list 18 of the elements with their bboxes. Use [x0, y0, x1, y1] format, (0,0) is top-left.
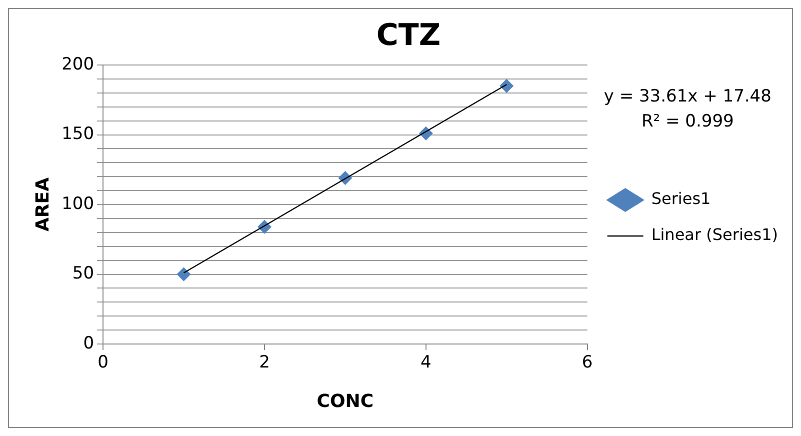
x-tick-label: 6	[582, 352, 593, 373]
x-tick-label: 4	[420, 352, 432, 373]
y-tick-label: 0	[83, 333, 94, 354]
x-tick-label: 2	[259, 352, 270, 373]
x-axis-title: CONC	[316, 390, 374, 412]
x-tick-label: 0	[98, 352, 108, 373]
y-tick-label: 100	[62, 194, 94, 214]
text: y = 33.61x + 17.48	[604, 86, 772, 106]
point	[176, 267, 191, 282]
y-tick-label: 50	[72, 264, 94, 284]
y-axis-title: AREA	[32, 177, 54, 232]
chart-title: CTZ	[376, 18, 441, 53]
legend-label: Series1	[651, 189, 711, 208]
point	[500, 78, 514, 93]
legend-label: Linear (Series1)	[651, 225, 778, 244]
y-tick-label: 150	[62, 124, 94, 144]
y-tick-label: 200	[62, 54, 94, 74]
text: R² = 0.999	[641, 111, 734, 132]
